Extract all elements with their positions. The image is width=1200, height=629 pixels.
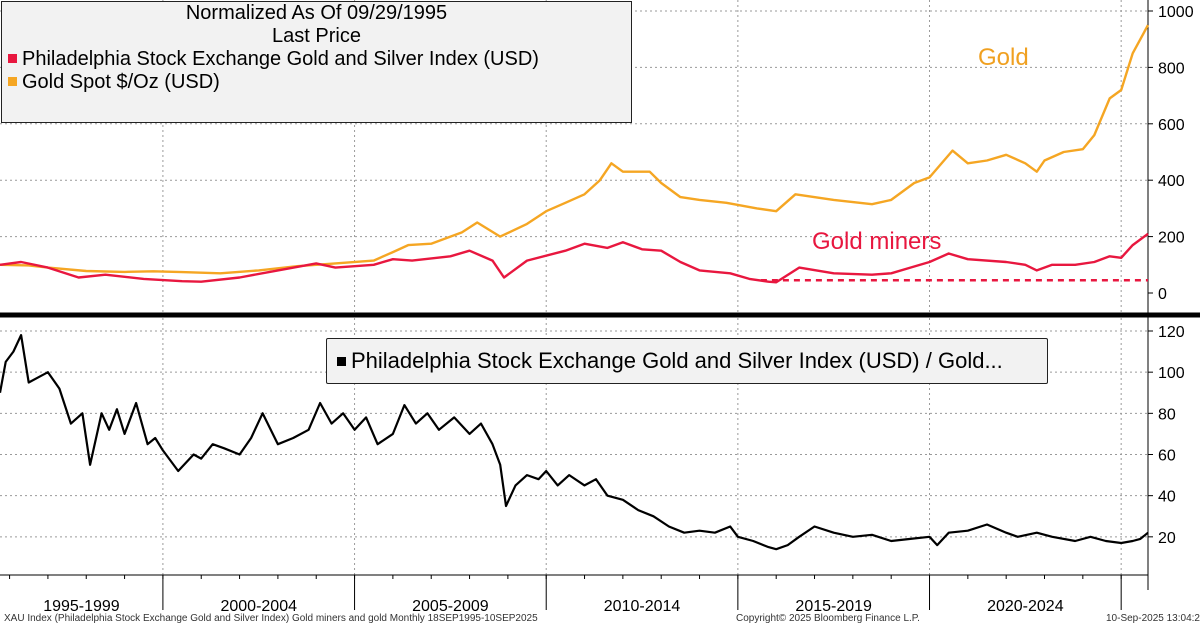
y-tick-label: 400: [1158, 173, 1185, 190]
bottom-legend: Philadelphia Stock Exchange Gold and Sil…: [326, 338, 1048, 384]
series-line-ratio: [0, 334, 1149, 551]
legend-entry-xau-label: Philadelphia Stock Exchange Gold and Sil…: [22, 48, 539, 70]
x-tick-label: 2005-2009: [412, 598, 489, 615]
annotation-gold: Gold: [978, 44, 1029, 71]
x-axis-ticks: [9, 575, 1122, 610]
top-legend: Normalized As Of 09/29/1995 Last Price P…: [1, 1, 632, 123]
legend-swatch-gold: [8, 77, 17, 86]
y-tick-label: 20: [1158, 530, 1176, 547]
y-axis-tick-labels: 0 200 400 600 800 1000 20 40 60 80 100 120: [1148, 4, 1194, 547]
footer-copyright: Copyright© 2025 Bloomberg Finance L.P.: [736, 613, 920, 624]
footer-source: XAU Index (Philadelphia Stock Exchange G…: [4, 613, 538, 624]
x-tick-label: 1995-1999: [43, 598, 120, 615]
y-tick-label: 60: [1158, 448, 1176, 465]
x-tick-label: 2000-2004: [220, 598, 297, 615]
legend-subtitle: Last Price: [272, 25, 361, 47]
annotation-gold-miners: Gold miners: [812, 228, 942, 255]
x-tick-label: 2015-2019: [795, 598, 872, 615]
y-tick-label: 100: [1158, 365, 1185, 382]
legend-entry-gold: Gold Spot $/Oz (USD): [2, 71, 631, 94]
legend-title: Normalized As Of 09/29/1995: [185, 2, 448, 24]
y-tick-label: 600: [1158, 117, 1185, 134]
x-tick-label: 2020-2024: [987, 598, 1064, 615]
legend-swatch-miners: [8, 54, 17, 63]
legend-entry-gold-label: Gold Spot $/Oz (USD): [22, 71, 220, 93]
x-axis-tick-labels: 1995-1999 2000-2004 2005-2009 2010-2014 2015…: [43, 598, 1064, 615]
bottom-legend-label: Philadelphia Stock Exchange Gold and Sil…: [351, 348, 1003, 373]
y-tick-label: 1000: [1158, 4, 1194, 21]
y-tick-label: 120: [1158, 324, 1185, 341]
bottom-panel-series: [0, 334, 1149, 551]
footer-timestamp: 10-Sep-2025 13:04:23: [1106, 613, 1200, 624]
y-tick-label: 200: [1158, 230, 1185, 247]
y-tick-label: 40: [1158, 489, 1176, 506]
legend-entry-xau: Philadelphia Stock Exchange Gold and Sil…: [2, 48, 631, 71]
top-panel-series: [0, 24, 1150, 284]
x-tick-label: 2010-2014: [604, 598, 681, 615]
y-tick-label: 80: [1158, 406, 1176, 423]
series-line-gold-miners: [0, 232, 1149, 284]
series-line-gold: [0, 24, 1150, 275]
y-tick-label: 0: [1158, 286, 1167, 303]
legend-swatch-ratio: [337, 357, 346, 366]
y-tick-label: 800: [1158, 60, 1185, 77]
